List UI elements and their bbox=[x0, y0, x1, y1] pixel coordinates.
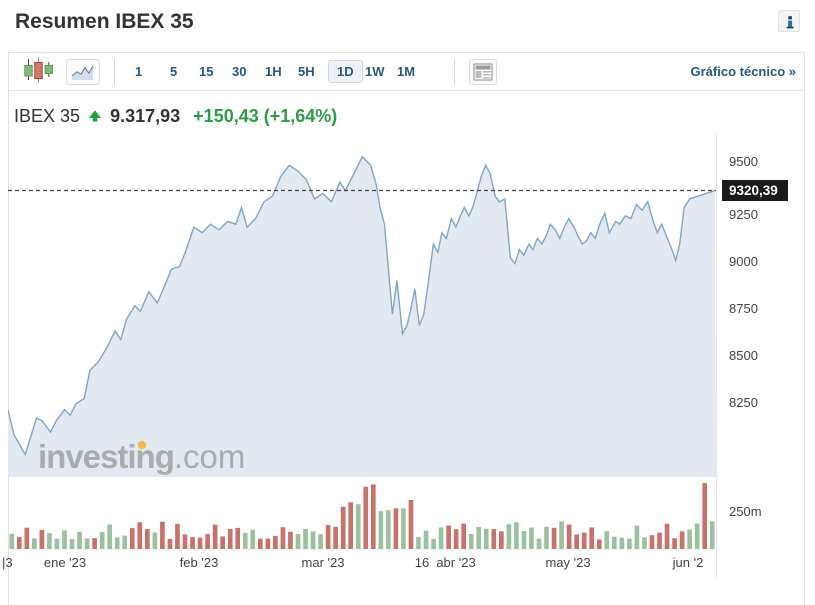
svg-text:9000: 9000 bbox=[729, 254, 758, 269]
svg-text:9500: 9500 bbox=[729, 154, 758, 169]
svg-text:8750: 8750 bbox=[729, 301, 758, 316]
svg-text:abr '23: abr '23 bbox=[436, 555, 475, 570]
svg-text:16: 16 bbox=[415, 555, 429, 570]
svg-text:9320,39: 9320,39 bbox=[729, 183, 778, 198]
svg-text:250m: 250m bbox=[729, 504, 762, 519]
svg-text:jun '2: jun '2 bbox=[672, 555, 704, 570]
svg-text:9250: 9250 bbox=[729, 207, 758, 222]
svg-text:8250: 8250 bbox=[729, 395, 758, 410]
svg-text:ene '23: ene '23 bbox=[44, 555, 86, 570]
svg-text:may '23: may '23 bbox=[545, 555, 590, 570]
svg-text:|3: |3 bbox=[2, 555, 13, 570]
svg-text:feb '23: feb '23 bbox=[180, 555, 219, 570]
svg-text:8500: 8500 bbox=[729, 348, 758, 363]
svg-text:mar '23: mar '23 bbox=[302, 555, 345, 570]
